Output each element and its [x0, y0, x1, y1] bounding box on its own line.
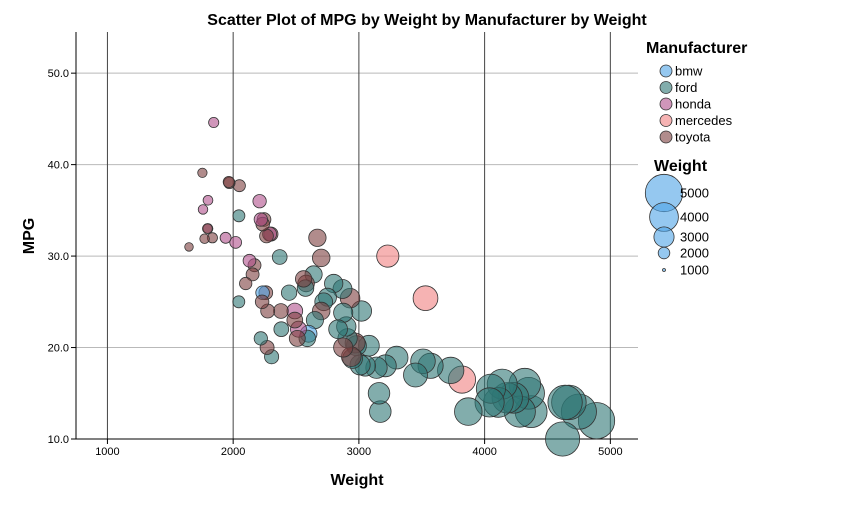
- x-tick-label-4000: 4000: [472, 446, 496, 458]
- y-tick-label-30: 30.0: [48, 251, 69, 263]
- legend-label-honda: honda: [675, 97, 712, 112]
- x-axis-title: Weight: [330, 472, 384, 489]
- data-point-honda: [242, 253, 257, 268]
- data-point-toyota: [286, 311, 304, 329]
- data-point-mercedes: [412, 285, 439, 312]
- x-tick-label-1000: 1000: [95, 446, 119, 458]
- data-points: [184, 117, 616, 457]
- data-point-ford: [545, 421, 581, 457]
- y-tick-label-20: 20.0: [48, 343, 69, 355]
- data-point-honda: [229, 236, 243, 249]
- legend-marker-honda: [659, 97, 673, 111]
- data-point-toyota: [288, 329, 306, 347]
- data-point-honda: [208, 117, 220, 129]
- data-point-toyota: [199, 233, 210, 244]
- x-tick-label-3000: 3000: [347, 446, 371, 458]
- size-legend-label-2000: 2000: [680, 246, 709, 261]
- data-point-toyota: [239, 276, 253, 291]
- axis-ticks: 10.0 20.0 30.0 40.0 50.0 1000 2000 3000 4000 5000: [48, 68, 623, 458]
- data-point-ford: [271, 249, 288, 265]
- data-point-toyota: [245, 267, 260, 282]
- data-point-ford: [367, 382, 391, 405]
- x-tick-label-2000: 2000: [221, 446, 245, 458]
- data-point-toyota: [254, 294, 270, 310]
- data-point-mercedes: [376, 244, 400, 268]
- legend-label-toyota: toyota: [675, 130, 711, 145]
- size-legend-label-3000: 3000: [680, 230, 709, 245]
- legend-label-bmw: bmw: [675, 64, 703, 79]
- data-point-toyota: [312, 248, 331, 268]
- data-point-ford: [232, 295, 246, 309]
- color-legend-title: Manufacturer: [646, 40, 747, 57]
- size-legend-label-4000: 4000: [680, 210, 709, 225]
- data-point-ford: [280, 284, 298, 301]
- data-point-ford: [232, 209, 246, 223]
- size-legend-marker-2000: [657, 246, 671, 260]
- data-point-ford: [403, 362, 428, 388]
- size-legend-title: Weight: [654, 158, 708, 175]
- size-legend-marker-1000: [662, 268, 666, 272]
- data-point-toyota: [333, 337, 354, 358]
- legend-label-ford: ford: [675, 80, 697, 95]
- y-tick-label-40: 40.0: [48, 160, 69, 172]
- legend-label-mercedes: mercedes: [675, 113, 733, 128]
- data-point-toyota: [273, 303, 289, 319]
- data-point-honda: [252, 194, 267, 209]
- data-point-ford: [253, 331, 268, 346]
- data-point-ford: [547, 384, 583, 420]
- size-legend-label-5000: 5000: [680, 186, 709, 201]
- y-axis-title: MPG: [21, 218, 38, 254]
- data-point-ford: [454, 397, 483, 426]
- data-point-honda: [219, 231, 232, 244]
- y-tick-label-10: 10.0: [48, 434, 69, 446]
- legend-marker-toyota: [659, 130, 673, 144]
- x-tick-label-5000: 5000: [598, 446, 622, 458]
- axes: [75, 32, 638, 440]
- data-point-honda: [253, 212, 268, 227]
- size-legend-marker-3000: [653, 226, 675, 248]
- data-point-honda: [202, 195, 214, 206]
- data-point-toyota: [197, 167, 208, 178]
- grid-lines: [76, 32, 638, 440]
- data-point-honda: [197, 204, 209, 215]
- size-legend-label-1000: 1000: [680, 263, 709, 278]
- data-point-toyota: [222, 175, 235, 188]
- data-point-toyota: [202, 223, 213, 234]
- data-point-toyota: [308, 228, 327, 247]
- y-tick-label-50: 50.0: [48, 68, 69, 80]
- data-point-ford: [328, 319, 348, 340]
- legend-marker-ford: [659, 81, 673, 94]
- data-point-ford: [333, 302, 354, 323]
- data-point-ford: [273, 321, 290, 338]
- data-point-toyota: [294, 270, 313, 288]
- legend-marker-bmw: [659, 64, 673, 78]
- legend: Manufacturer bmwfordhondamercedestoyota …: [644, 40, 747, 278]
- chart-title: Scatter Plot of MPG by Weight by Manufac…: [207, 12, 647, 29]
- legend-marker-mercedes: [659, 114, 673, 127]
- data-point-toyota: [184, 242, 194, 252]
